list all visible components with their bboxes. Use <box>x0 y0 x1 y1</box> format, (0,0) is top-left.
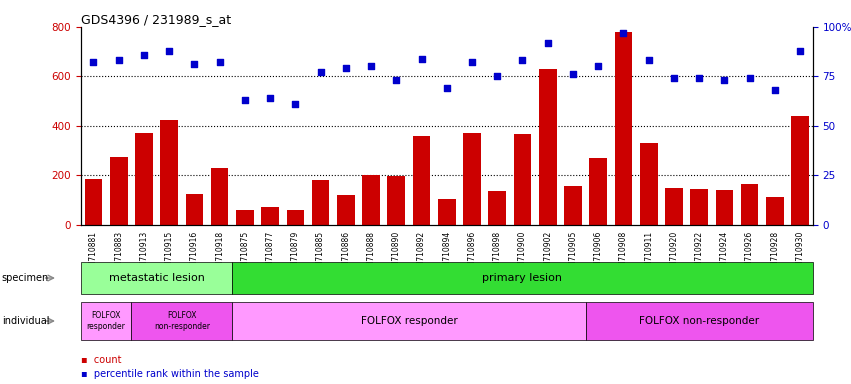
Point <box>793 48 807 54</box>
Bar <box>110 157 128 225</box>
Bar <box>337 195 355 225</box>
Text: FOLFOX
non-responder: FOLFOX non-responder <box>154 311 210 331</box>
Point <box>768 87 782 93</box>
Text: ▪  percentile rank within the sample: ▪ percentile rank within the sample <box>81 369 259 379</box>
Point <box>111 58 125 64</box>
Bar <box>211 168 228 225</box>
Bar <box>413 136 431 225</box>
Bar <box>463 133 481 225</box>
Point <box>591 63 605 70</box>
Point <box>490 73 504 79</box>
Text: FOLFOX
responder: FOLFOX responder <box>87 311 125 331</box>
Bar <box>564 186 582 225</box>
Text: primary lesion: primary lesion <box>483 273 563 283</box>
Point <box>364 63 378 70</box>
Point <box>642 58 655 64</box>
Bar <box>287 210 304 225</box>
Bar <box>186 194 203 225</box>
Point <box>693 75 706 81</box>
Point <box>667 75 681 81</box>
Bar <box>160 119 178 225</box>
Text: FOLFOX responder: FOLFOX responder <box>361 316 457 326</box>
Point <box>339 65 352 71</box>
Bar <box>387 176 405 225</box>
Point <box>465 60 479 66</box>
Point <box>137 51 151 58</box>
Bar <box>261 207 279 225</box>
Text: specimen: specimen <box>2 273 49 283</box>
Bar <box>665 187 683 225</box>
Point <box>163 48 176 54</box>
Point <box>390 77 403 83</box>
Bar <box>363 175 380 225</box>
Text: FOLFOX non-responder: FOLFOX non-responder <box>639 316 759 326</box>
Bar <box>539 69 557 225</box>
Bar <box>311 180 329 225</box>
Bar <box>135 133 153 225</box>
Point <box>566 71 580 78</box>
Bar <box>740 184 758 225</box>
Bar <box>766 197 784 225</box>
Point <box>743 75 757 81</box>
Point <box>263 95 277 101</box>
Point <box>187 61 201 68</box>
Bar <box>791 116 809 225</box>
Bar <box>514 134 531 225</box>
Bar <box>614 32 632 225</box>
Point <box>314 69 328 75</box>
Point <box>213 60 226 66</box>
Point <box>87 60 100 66</box>
Bar <box>236 210 254 225</box>
Bar <box>488 191 506 225</box>
Point <box>717 77 731 83</box>
Bar <box>84 179 102 225</box>
Bar <box>438 199 455 225</box>
Text: metastatic lesion: metastatic lesion <box>109 273 204 283</box>
Point <box>288 101 302 107</box>
Bar <box>690 189 708 225</box>
Bar <box>716 190 734 225</box>
Text: GDS4396 / 231989_s_at: GDS4396 / 231989_s_at <box>81 13 231 26</box>
Point <box>414 55 428 61</box>
Text: ▪  count: ▪ count <box>81 355 122 365</box>
Point <box>238 97 252 103</box>
Bar <box>640 143 658 225</box>
Point <box>541 40 555 46</box>
Point <box>617 30 631 36</box>
Bar <box>590 158 607 225</box>
Point <box>516 58 529 64</box>
Text: individual: individual <box>2 316 49 326</box>
Point <box>440 85 454 91</box>
